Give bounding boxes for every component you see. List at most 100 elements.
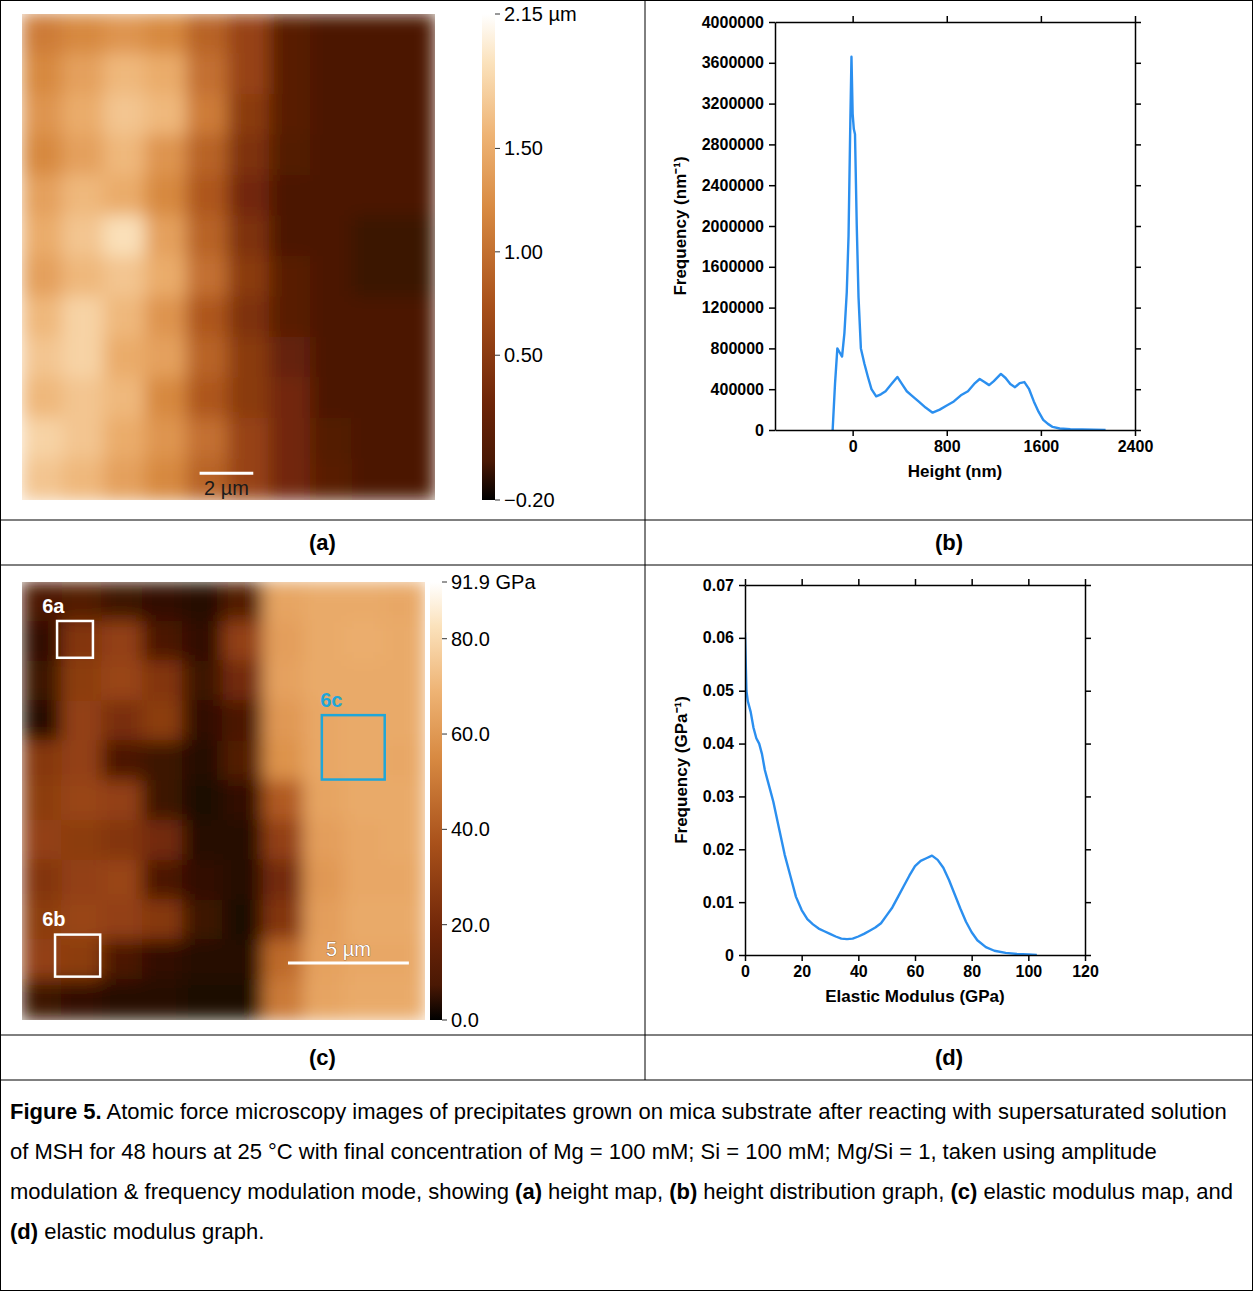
heatmap-cell xyxy=(228,216,271,259)
tick xyxy=(1085,902,1091,903)
tick-label: 2000000 xyxy=(702,218,764,235)
heatmap-cell xyxy=(269,54,312,97)
axis-line xyxy=(1085,586,1087,956)
tick xyxy=(915,579,916,585)
tick: 20 xyxy=(793,955,811,980)
heatmap-cell xyxy=(102,740,144,782)
x-axis-top xyxy=(746,579,1086,586)
tick-label: 0 xyxy=(725,947,734,964)
heatmap-cell xyxy=(22,939,63,981)
heatmap-cell xyxy=(145,135,188,178)
colorbar-tick xyxy=(495,14,500,15)
tick-mark xyxy=(858,579,860,585)
tick-label: 0.04 xyxy=(703,735,734,752)
heatmap-cell xyxy=(62,459,105,501)
heatmap-cell xyxy=(223,860,265,902)
heatmap-cell xyxy=(384,979,425,1020)
colorbar-label: 1.50 xyxy=(504,137,543,159)
tick-label: 0 xyxy=(741,963,750,980)
heatmap-cell xyxy=(384,939,425,981)
tick xyxy=(1135,185,1141,186)
heatmap-cell xyxy=(269,216,312,259)
heatmap-cell xyxy=(393,135,435,178)
heatmap-cell xyxy=(142,979,184,1020)
tick-mark xyxy=(915,579,917,585)
heatmap-cell xyxy=(303,780,345,822)
heatmap-panel: 2.15 µm1.501.000.50−0.202 µm xyxy=(21,3,577,511)
caption-text: (b) xyxy=(669,1179,697,1204)
heatmap-cell xyxy=(102,900,144,942)
heatmap-cell xyxy=(351,378,394,421)
heatmap-cell xyxy=(310,94,353,137)
heatmap-cell xyxy=(22,700,63,742)
tick: 80 xyxy=(963,955,981,980)
tick-mark xyxy=(769,389,775,391)
heatmap-cell xyxy=(228,337,271,380)
tick-label: 0.05 xyxy=(703,682,734,699)
heatmap-cell xyxy=(310,297,353,340)
heatmap-cell xyxy=(223,700,265,742)
table-rule xyxy=(0,1080,1253,1081)
heatmap-cell xyxy=(62,94,105,137)
heatmap-cell xyxy=(263,900,305,942)
heatmap-cell xyxy=(61,621,103,663)
heatmap-cell xyxy=(62,216,105,259)
heatmap-cell xyxy=(223,661,265,703)
heatmap-cell xyxy=(310,175,353,218)
axis-line xyxy=(776,430,1136,432)
heatmap-cell xyxy=(142,860,184,902)
tick: 2000000 xyxy=(702,218,775,235)
heatmap-cell xyxy=(343,860,385,902)
heatmap-cell xyxy=(393,459,435,501)
heatmap-cell xyxy=(269,14,312,56)
tick xyxy=(1085,638,1091,639)
heatmap-cell xyxy=(145,337,188,380)
tick: 4000000 xyxy=(702,14,775,31)
heatmap-cell xyxy=(186,297,229,340)
heatmap-cell xyxy=(62,337,105,380)
heatmap-cell xyxy=(62,135,105,178)
heatmap-cell xyxy=(263,582,305,623)
heatmap-cell xyxy=(186,94,229,137)
tick-mark xyxy=(769,103,775,105)
heatmap-cell xyxy=(186,337,229,380)
tick: 40 xyxy=(850,955,868,980)
scale-bar-label: 5 µm xyxy=(326,938,371,960)
colorbar-label: 60.0 xyxy=(451,723,490,745)
plot-area xyxy=(745,633,1037,955)
heatmap-cell xyxy=(303,740,345,782)
heatmap-cell xyxy=(343,979,385,1020)
tick-mark xyxy=(1135,267,1141,269)
tick-mark xyxy=(1028,955,1030,961)
colorbar-label: −0.20 xyxy=(504,489,555,511)
heatmap-cell xyxy=(393,256,435,299)
tick-label: 0.06 xyxy=(703,629,734,646)
tick: 1600000 xyxy=(702,258,775,275)
heatmap-cell xyxy=(61,740,103,782)
heatmap-cell xyxy=(343,661,385,703)
tick: 0 xyxy=(725,947,745,964)
caption-text: (a) xyxy=(515,1179,542,1204)
tick: 800 xyxy=(934,430,961,455)
heatmap-cell xyxy=(182,900,224,942)
tick-mark xyxy=(1135,307,1141,309)
caption-text: height map, xyxy=(542,1179,669,1204)
tick xyxy=(1085,579,1086,585)
heatmap-cell xyxy=(102,979,144,1020)
tick xyxy=(1135,63,1141,64)
tick xyxy=(1135,144,1141,145)
tick-mark xyxy=(1135,185,1141,187)
tick-label: 0 xyxy=(849,438,858,455)
caption-text: elastic modulus graph. xyxy=(38,1219,264,1244)
colorbar-label: 1.00 xyxy=(504,241,543,263)
heatmap-cell xyxy=(343,582,385,623)
caption-text: elastic modulus map, and xyxy=(977,1179,1233,1204)
tick-mark xyxy=(739,690,745,692)
heatmap-cell xyxy=(62,256,105,299)
colorbar-tick xyxy=(495,148,500,149)
colorbar-tick xyxy=(442,638,447,639)
panel-label: (b) xyxy=(935,530,963,555)
tick-mark xyxy=(745,579,747,585)
heatmap-cell xyxy=(22,256,64,299)
heatmap-cell xyxy=(104,54,147,97)
